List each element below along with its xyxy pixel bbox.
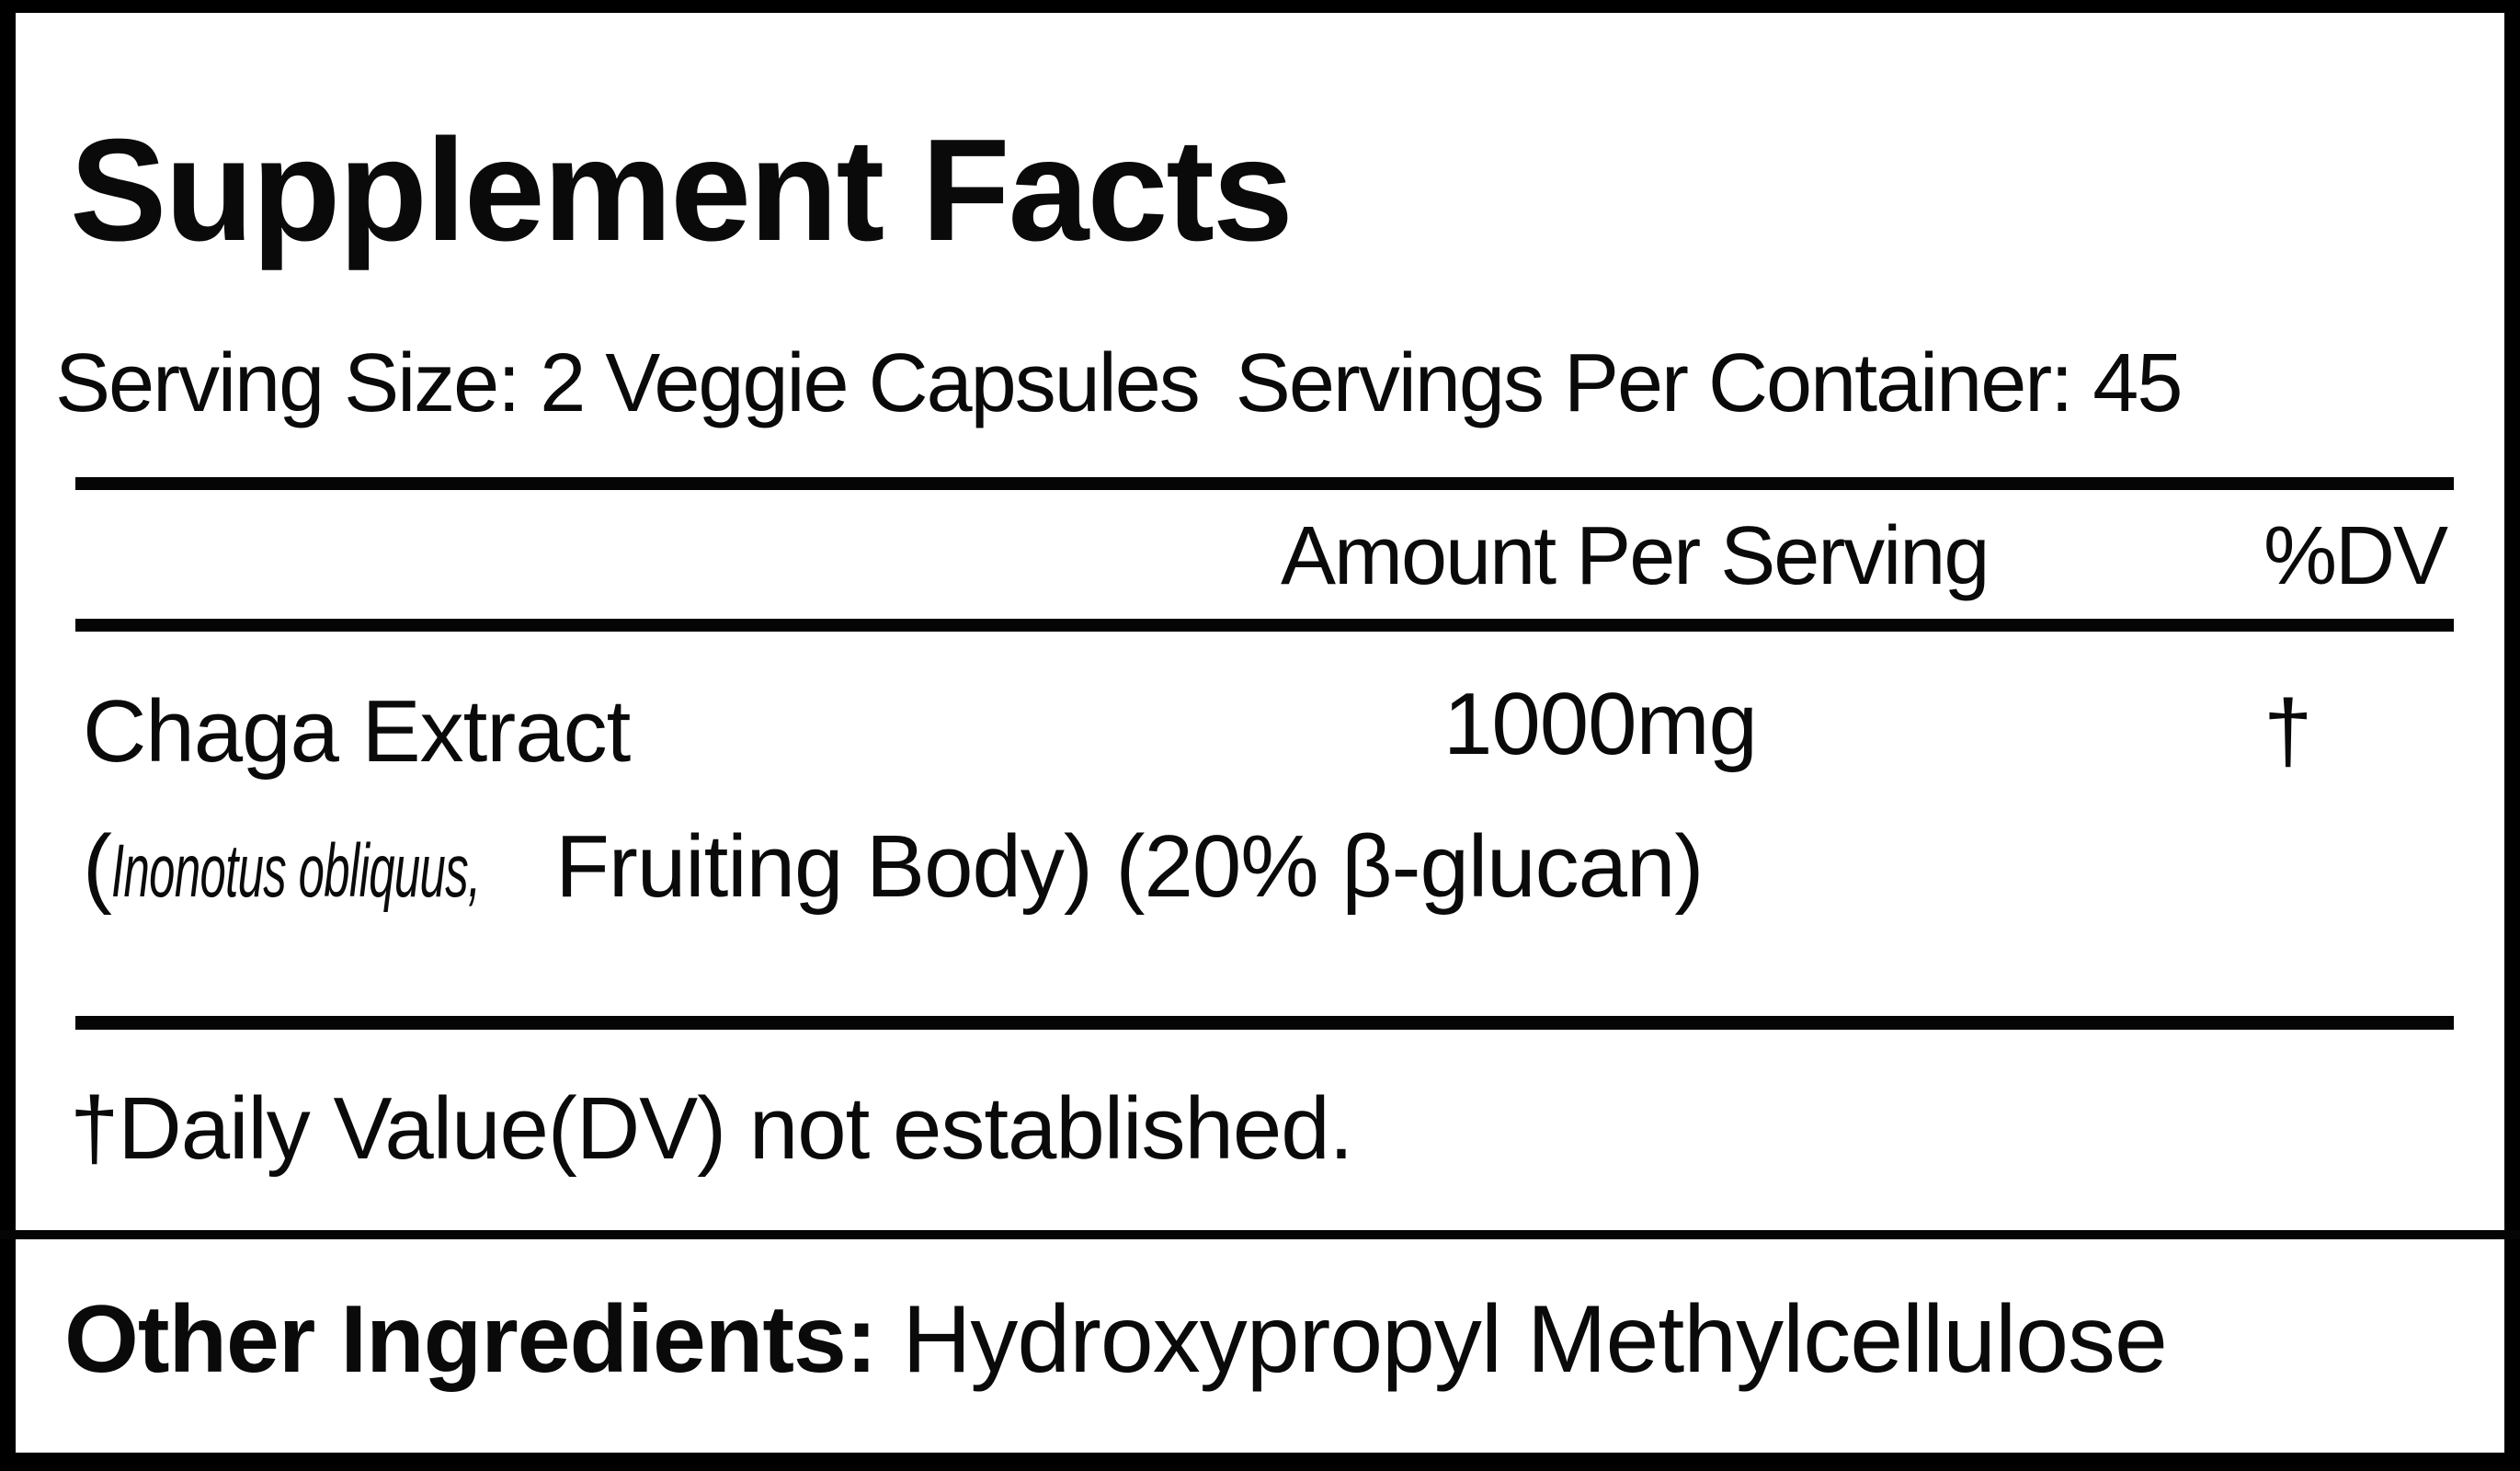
divider-top bbox=[75, 477, 2454, 490]
divider-bottom bbox=[75, 1016, 2454, 1030]
serving-info: Serving Size: 2 Veggie Capsules Servings … bbox=[55, 342, 2183, 425]
ingredient-amount: 1000mg bbox=[1443, 675, 1758, 773]
ingredient-detail: (Inonotus obliquus, Fruiting Body) (20% … bbox=[83, 823, 1704, 913]
other-ingredients: Other Ingredients: Hydroxypropyl Methylc… bbox=[64, 1292, 2168, 1387]
footnote: †Daily Value(DV) not established. bbox=[70, 1079, 1353, 1178]
header-daily-value: %DV bbox=[2263, 510, 2448, 602]
divider-header bbox=[75, 619, 2454, 632]
other-ingredients-value: Hydroxypropyl Methylcellulose bbox=[902, 1286, 2168, 1393]
header-amount-per-serving: Amount Per Serving bbox=[1281, 510, 1990, 602]
serving-size: Serving Size: 2 Veggie Capsules bbox=[55, 337, 1201, 429]
other-ingredients-label: Other Ingredients: bbox=[64, 1286, 877, 1393]
page-title: Supplement Facts bbox=[70, 109, 1294, 271]
detail-rest: Fruiting Body) (20% β-glucan) bbox=[531, 817, 1704, 916]
ingredient-dv: † bbox=[2263, 682, 2313, 781]
detail-paren: ( bbox=[83, 817, 112, 916]
servings-per-container: Servings Per Container: 45 bbox=[1235, 337, 2184, 429]
scientific-name: Inonotus obliquus, bbox=[110, 829, 481, 913]
ingredient-name: Chaga Extract bbox=[83, 682, 631, 781]
section-divider bbox=[0, 1230, 2520, 1239]
